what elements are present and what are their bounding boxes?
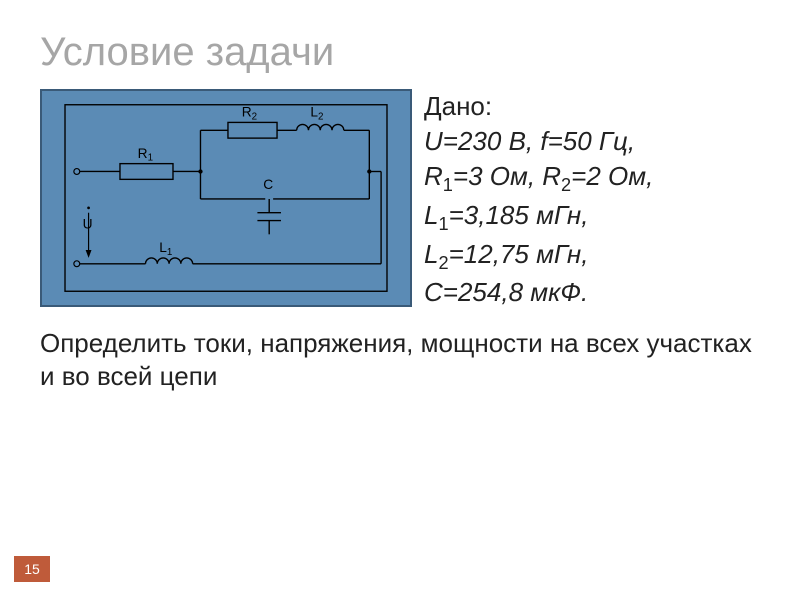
content-row: U R1 R2 L (40, 89, 760, 311)
l2-label: L2 (310, 105, 323, 123)
given-heading: Дано: (424, 89, 653, 124)
given-line-5: С=254,8 мкФ. (424, 275, 653, 310)
c-label: C (263, 177, 273, 192)
l1-label: L1 (159, 240, 172, 258)
task-text: Определить токи, напряжения, мощности на… (40, 327, 760, 395)
r2-label: R2 (242, 105, 257, 123)
circuit-diagram: U R1 R2 L (40, 89, 412, 307)
given-line-3: L1=3,185 мГн, (424, 198, 653, 237)
r1-label: R1 (138, 146, 153, 164)
slide: Условие задачи U R1 (0, 0, 800, 600)
page-title: Условие задачи (40, 30, 760, 75)
circuit-svg: U R1 R2 L (42, 91, 410, 305)
voltage-label: U (83, 216, 93, 231)
given-line-1: U=230 В, f=50 Гц, (424, 124, 653, 159)
given-line-2: R1=3 Ом, R2=2 Ом, (424, 159, 653, 198)
page-number-badge: 15 (14, 556, 50, 582)
given-line-4: L2=12,75 мГн, (424, 237, 653, 276)
given-block: Дано: U=230 В, f=50 Гц, R1=3 Ом, R2=2 Ом… (424, 89, 653, 311)
